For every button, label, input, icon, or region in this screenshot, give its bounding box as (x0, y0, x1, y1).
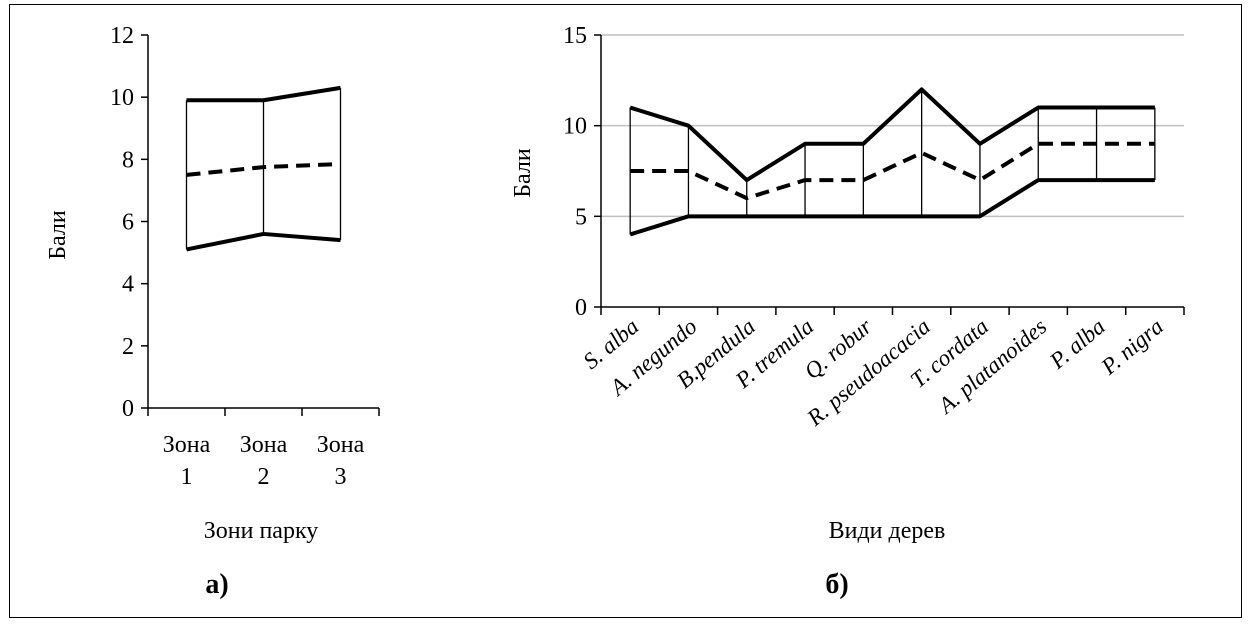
panel-label-b: б) (825, 569, 848, 600)
x-tick-label: 1 (181, 464, 193, 490)
y-axis-title-a: Бали (45, 210, 71, 260)
y-tick-label: 0 (122, 396, 134, 422)
x-tick-label: 2 (258, 464, 270, 490)
x-tick-label: 3 (335, 464, 347, 490)
series-line-mean (186, 161, 341, 177)
y-axis-title-b: Бали (510, 148, 536, 198)
chart-panel-a: 0 2 4 6 8 10 12 Зона 1 Зона 2 Зона 3 Бали Зони парк… (45, 23, 380, 600)
x-tick-label: Зона (163, 432, 211, 458)
x-tick-label: Зона (240, 432, 288, 458)
x-tick-label: Зона (317, 432, 365, 458)
x-axis-title-a: Зони парку (204, 518, 319, 544)
x-axis-title-b: Види дерев (829, 518, 946, 544)
series-line-min (629, 178, 1155, 237)
y-tick-label: 10 (110, 85, 134, 111)
y-tick-label: 8 (122, 147, 134, 173)
series-line-max (186, 85, 341, 103)
series-line-mean (630, 141, 1155, 201)
y-tick-label: 0 (575, 295, 587, 321)
y-tick-label: 10 (563, 114, 587, 140)
y-tick-label: 4 (122, 272, 134, 298)
series-line-max (629, 87, 1155, 183)
y-tick-label: 12 (110, 23, 134, 49)
panel-label-a: а) (205, 569, 228, 600)
y-tick-label: 2 (122, 334, 134, 360)
y-tick-label: 6 (122, 210, 134, 236)
y-tick-label: 15 (563, 23, 587, 49)
series-line-min (186, 231, 341, 252)
y-tick-label: 5 (575, 204, 587, 230)
x-tick-label: P. nigra (1096, 314, 1168, 380)
chart-canvas: 0 2 4 6 8 10 12 Зона 1 Зона 2 Зона 3 Бали Зони парк… (45, 23, 1185, 600)
figure-frame: 0 2 4 6 8 10 12 Зона 1 Зона 2 Зона 3 Бали Зони парк… (9, 4, 1242, 618)
